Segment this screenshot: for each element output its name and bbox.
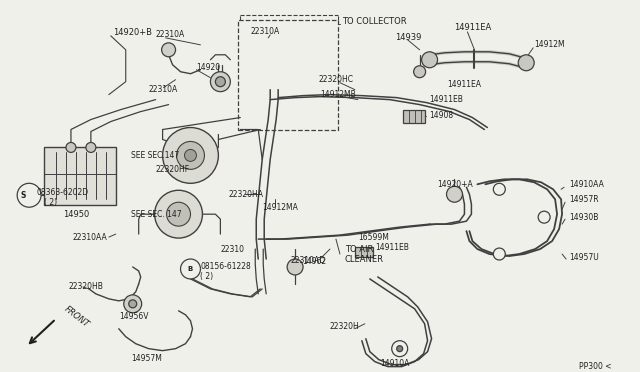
Text: 22310A: 22310A xyxy=(148,85,178,94)
Text: 14911EA: 14911EA xyxy=(447,80,481,89)
Circle shape xyxy=(66,142,76,153)
Text: 14956V: 14956V xyxy=(119,312,148,321)
Text: 14957M: 14957M xyxy=(131,354,162,363)
Circle shape xyxy=(447,186,463,202)
Circle shape xyxy=(422,52,438,68)
Text: 14912M: 14912M xyxy=(534,40,565,49)
Text: 22320HB: 22320HB xyxy=(69,282,104,291)
Circle shape xyxy=(177,141,204,169)
Text: B: B xyxy=(188,266,193,272)
Circle shape xyxy=(397,346,403,352)
Text: 14920+B: 14920+B xyxy=(113,28,152,37)
Text: SEE SEC. 147: SEE SEC. 147 xyxy=(131,210,181,219)
Circle shape xyxy=(518,55,534,71)
Text: 22310AD: 22310AD xyxy=(290,257,325,266)
Text: 22310A: 22310A xyxy=(250,28,280,36)
Text: TO COLLECTOR: TO COLLECTOR xyxy=(342,17,406,26)
Circle shape xyxy=(493,248,506,260)
Text: 14920: 14920 xyxy=(196,63,221,72)
Circle shape xyxy=(392,341,408,357)
Text: 22320H: 22320H xyxy=(330,322,360,331)
Circle shape xyxy=(163,128,218,183)
Text: 14910A: 14910A xyxy=(380,359,409,368)
Circle shape xyxy=(184,150,196,161)
Text: 22320HC: 22320HC xyxy=(318,75,353,84)
Text: 14912MA: 14912MA xyxy=(262,203,298,212)
Circle shape xyxy=(166,202,191,226)
Text: 14911EB: 14911EB xyxy=(429,95,463,104)
Bar xyxy=(355,247,372,257)
Circle shape xyxy=(17,183,41,207)
Circle shape xyxy=(287,259,303,275)
Text: SEE SEC.147: SEE SEC.147 xyxy=(131,151,179,160)
Text: 14908: 14908 xyxy=(429,111,454,120)
Text: 14912MB: 14912MB xyxy=(320,90,356,99)
Text: 22310A: 22310A xyxy=(156,31,185,39)
Circle shape xyxy=(129,300,137,308)
Circle shape xyxy=(86,142,96,153)
Circle shape xyxy=(162,43,175,57)
Circle shape xyxy=(413,66,426,78)
Bar xyxy=(44,147,116,205)
Text: 08363-6202D: 08363-6202D xyxy=(36,188,88,197)
Text: 22310AA: 22310AA xyxy=(73,232,108,241)
Text: 14910AA: 14910AA xyxy=(569,180,604,189)
Text: 14911EB: 14911EB xyxy=(375,243,409,251)
Circle shape xyxy=(538,211,550,223)
Text: 14939: 14939 xyxy=(395,33,421,42)
Circle shape xyxy=(124,295,141,313)
Circle shape xyxy=(211,72,230,92)
Text: TO AIR: TO AIR xyxy=(345,244,373,254)
Text: FRONT: FRONT xyxy=(63,304,91,329)
Text: S: S xyxy=(20,191,26,200)
Bar xyxy=(403,110,424,122)
Circle shape xyxy=(493,183,506,195)
Text: 14911EA: 14911EA xyxy=(454,23,492,32)
Circle shape xyxy=(155,190,202,238)
Text: 14957U: 14957U xyxy=(569,253,599,262)
Text: 14950: 14950 xyxy=(63,210,89,219)
Text: ( 2): ( 2) xyxy=(44,198,57,207)
Text: 16599M: 16599M xyxy=(358,232,388,241)
Text: 08156-61228: 08156-61228 xyxy=(200,263,252,272)
Text: CLEANER: CLEANER xyxy=(345,254,384,263)
Text: PP300 <: PP300 < xyxy=(579,362,611,371)
Text: 14930B: 14930B xyxy=(569,213,598,222)
Text: 14920+A: 14920+A xyxy=(438,180,474,189)
Bar xyxy=(238,20,338,129)
Text: ( 2): ( 2) xyxy=(200,272,214,282)
Text: 22320HA: 22320HA xyxy=(228,190,263,199)
Text: 14962: 14962 xyxy=(302,257,326,266)
Text: 22320HF: 22320HF xyxy=(156,165,189,174)
Text: 22310: 22310 xyxy=(220,244,244,254)
Circle shape xyxy=(216,77,225,87)
Text: 14957R: 14957R xyxy=(569,195,598,204)
Circle shape xyxy=(180,259,200,279)
